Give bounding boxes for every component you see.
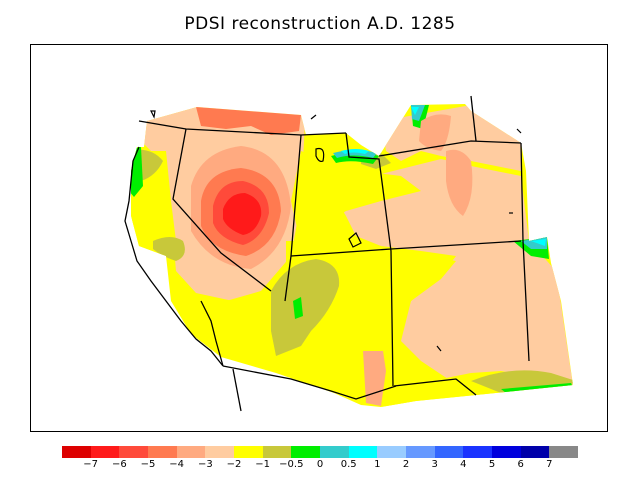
legend-label: 2: [402, 459, 410, 470]
map-title: PDSI reconstruction A.D. 1285: [184, 14, 456, 34]
boundaries: [124, 95, 530, 412]
state-line-4: [290, 240, 522, 257]
field-red-lobe: [223, 193, 262, 235]
pdsi-field: [131, 104, 573, 407]
legend-swatch: [262, 446, 292, 458]
legend-swatch: [90, 446, 120, 458]
legend-swatch: [291, 446, 321, 458]
field-green-se: [501, 383, 573, 393]
legend-label: 4: [460, 459, 467, 470]
field-peach-s: [363, 351, 386, 406]
color-legend-labels: −7 −6 −5 −4 −3 −2 −1 −0.5 0 0.5 1 2 3 4 5 6 7: [0, 459, 640, 473]
legend-label: 0.5: [340, 459, 357, 470]
west-coast: [124, 146, 224, 367]
legend-label: 5: [488, 459, 496, 470]
lake-2: [348, 232, 362, 248]
legend-label: 6: [517, 459, 524, 470]
legend-swatch: [520, 446, 550, 458]
gulf-coast: [200, 300, 224, 367]
lake-6: [516, 128, 522, 134]
field-cyan-east: [531, 239, 546, 246]
coast-south: [232, 368, 242, 412]
legend-label: 7: [546, 459, 553, 470]
map-frame: [30, 44, 608, 432]
legend-swatch: [205, 446, 235, 458]
legend-swatch: [119, 446, 149, 458]
field-olive-1: [271, 259, 340, 356]
state-line-1: [172, 128, 272, 292]
legend-label: −0.5: [279, 459, 304, 470]
us-border-north-east: [378, 140, 522, 157]
color-legend-bar: [62, 446, 579, 458]
mexico-border: [222, 365, 397, 400]
legend-swatch: [463, 446, 493, 458]
legend-label: −3: [197, 459, 213, 470]
legend-swatch: [492, 446, 521, 458]
lake-3: [150, 110, 156, 119]
legend-label: 1: [374, 459, 381, 470]
legend-label: 3: [431, 459, 438, 470]
state-line-6: [470, 95, 477, 142]
pdsi-map: [124, 95, 573, 412]
legend-label: −1: [255, 459, 271, 470]
field-orange-north: [196, 107, 301, 135]
field-green-small: [293, 297, 303, 319]
state-line-5: [520, 142, 530, 362]
legend-label: 0: [316, 459, 324, 470]
state-line-3: [345, 132, 394, 387]
field-peach-east: [331, 159, 573, 393]
legend-swatch: [377, 446, 407, 458]
field-yellow-north: [291, 151, 421, 246]
legend-swatch: [406, 446, 435, 458]
lakes: [150, 110, 522, 352]
legend-label: −6: [111, 459, 127, 470]
legend-label: −2: [226, 459, 242, 470]
field-cyan-ne: [411, 107, 419, 115]
field-yellow-south: [226, 291, 276, 356]
legend-swatch: [176, 446, 206, 458]
lake-4: [310, 114, 317, 120]
legend-swatch: [148, 446, 177, 458]
legend-label: −7: [83, 459, 99, 470]
field-peach-e: [446, 149, 473, 216]
canada-border: [138, 120, 347, 136]
legend-swatch: [320, 446, 349, 458]
legend-swatch: [348, 446, 378, 458]
field-peach-ne: [419, 114, 451, 151]
legend-label: −5: [140, 459, 156, 470]
state-line-7: [393, 378, 477, 396]
legend-swatch: [62, 446, 91, 458]
lake-1: [315, 147, 325, 163]
legend-swatch: [234, 446, 263, 458]
legend-label: −4: [169, 459, 185, 470]
legend-swatch: [434, 446, 464, 458]
field-olive-3: [153, 237, 185, 261]
legend-swatch: [549, 446, 579, 458]
lake-7: [436, 345, 442, 352]
